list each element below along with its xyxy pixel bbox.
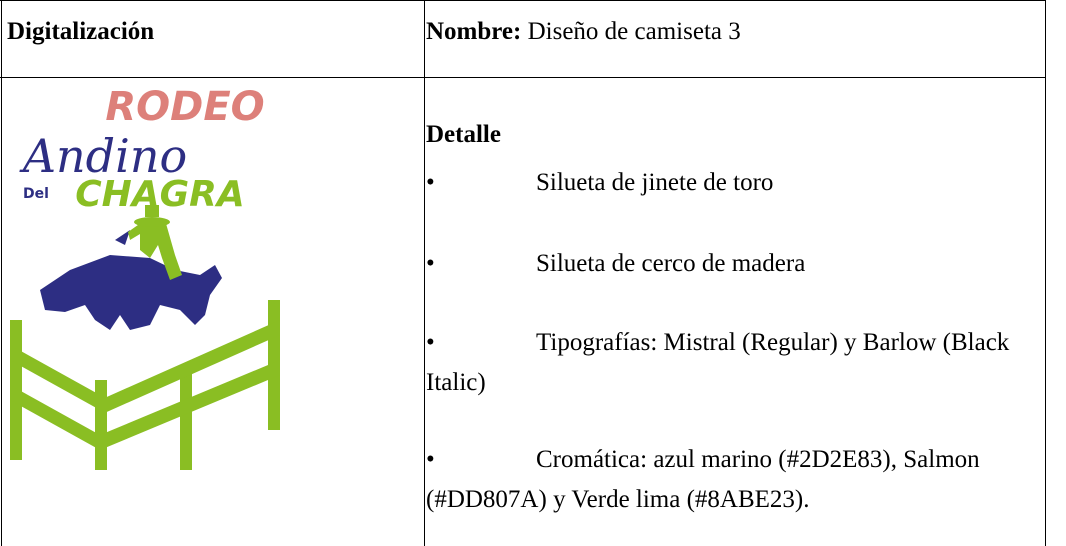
value: Diseño de camiseta 3 — [527, 18, 741, 45]
bullet: • — [426, 446, 435, 473]
border — [0, 77, 1046, 78]
rider — [128, 220, 182, 280]
hat — [134, 217, 170, 227]
logo-text: Del — [23, 186, 49, 202]
item-text: Silueta de jinete de toro — [536, 169, 774, 196]
logo-text: RODEO — [105, 84, 264, 130]
border — [424, 0, 425, 546]
bull — [40, 230, 222, 330]
item-text: Tipografías: Mistral (Regular) y Barlow … — [426, 329, 1010, 396]
cell-name: Nombre: Diseño de camiseta 3 — [426, 12, 741, 52]
list-item: • Cromática: azul marino (#2D2E83), Salmo… — [426, 440, 1040, 520]
item-text: Silueta de cerco de madera — [536, 250, 806, 277]
hat — [145, 205, 159, 217]
detail-title: Detalle — [426, 121, 501, 148]
cell-title: Digitalización — [7, 18, 155, 45]
border — [1, 0, 2, 546]
border — [1045, 0, 1046, 546]
bullet: • — [426, 329, 435, 356]
list-item: • Silueta de cerco de madera — [426, 244, 1040, 284]
list-item: • Tipografías: Mistral (Regular) y Barlow… — [426, 323, 1040, 403]
fence — [10, 300, 280, 470]
list-item: • Silueta de jinete de toro — [426, 163, 1040, 203]
logo-text: Andino — [19, 129, 187, 183]
bullet: • — [426, 250, 435, 277]
logo-text: CHAGRA — [75, 174, 245, 215]
bullet: • — [426, 169, 435, 196]
border — [0, 0, 1046, 1]
label: Nombre: — [426, 18, 522, 45]
item-text: Cromática: azul marino (#2D2E83), Salmon… — [426, 446, 980, 513]
logo: RODEO Andino Del CHAGRA — [10, 84, 280, 470]
